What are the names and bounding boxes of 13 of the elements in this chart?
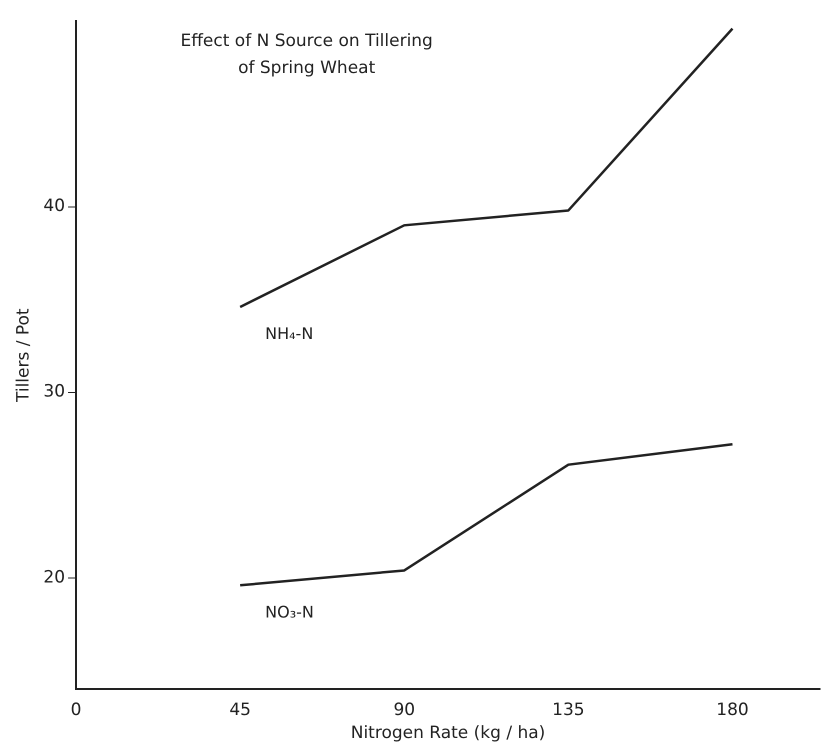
- x-tick-label: 45: [229, 700, 251, 720]
- y-tick-label: 20: [43, 567, 66, 588]
- series-label: NH₄-N: [265, 324, 314, 344]
- x-tick-label: 135: [552, 700, 585, 720]
- x-tick-label: 180: [716, 700, 749, 720]
- x-axis-title: Nitrogen Rate (kg / ha): [350, 723, 546, 744]
- y-tick-label: 40: [43, 196, 66, 216]
- x-tick-label: 0: [70, 700, 82, 720]
- y-axis-title: Tillers / Pot: [14, 308, 34, 403]
- series-label: NO₃-N: [265, 602, 314, 622]
- x-tick-label: 90: [393, 700, 416, 720]
- y-tick-label: 30: [43, 382, 66, 402]
- text: Effect of N Source on Tillering of Spring Wheat: [180, 31, 433, 78]
